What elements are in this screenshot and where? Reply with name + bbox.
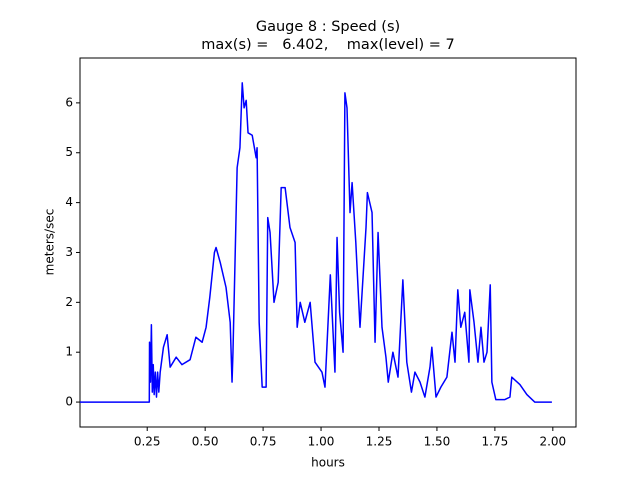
y-tick-label: 0 xyxy=(65,395,73,409)
x-tick-label: 0.25 xyxy=(134,435,161,449)
chart-title: Gauge 8 : Speed (s) xyxy=(256,19,400,35)
chart-subtitle: max(s) = 6.402, max(level) = 7 xyxy=(201,37,455,53)
speed-line xyxy=(80,82,552,403)
y-tick-label: 5 xyxy=(65,145,73,159)
x-tick-label: 1.25 xyxy=(366,435,393,449)
y-tick-label: 2 xyxy=(65,295,73,309)
y-tick-label: 4 xyxy=(65,195,73,209)
x-tick-label: 1.75 xyxy=(482,435,509,449)
y-tick-label: 1 xyxy=(65,345,73,359)
x-tick-label: 0.75 xyxy=(250,435,277,449)
x-axis-label: hours xyxy=(311,456,345,470)
y-tick-label: 3 xyxy=(65,245,73,259)
plot-frame xyxy=(79,57,577,428)
x-tick-label: 1.00 xyxy=(308,435,335,449)
y-tick-label: 6 xyxy=(65,95,73,109)
x-tick-label: 0.50 xyxy=(192,435,219,449)
y-axis-label: meters/sec xyxy=(43,209,57,276)
x-tick-label: 1.50 xyxy=(424,435,451,449)
x-tick-label: 2.00 xyxy=(539,435,566,449)
